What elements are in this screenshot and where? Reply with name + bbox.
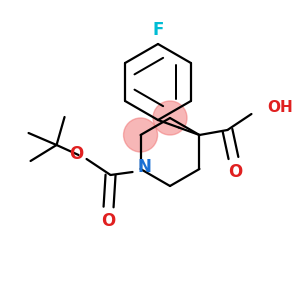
Text: O: O bbox=[228, 163, 243, 181]
Text: O: O bbox=[101, 212, 116, 230]
Circle shape bbox=[124, 118, 158, 152]
Text: F: F bbox=[152, 21, 164, 39]
Text: N: N bbox=[138, 158, 152, 176]
Text: OH: OH bbox=[267, 100, 293, 116]
Text: O: O bbox=[69, 145, 84, 163]
Circle shape bbox=[153, 101, 187, 135]
